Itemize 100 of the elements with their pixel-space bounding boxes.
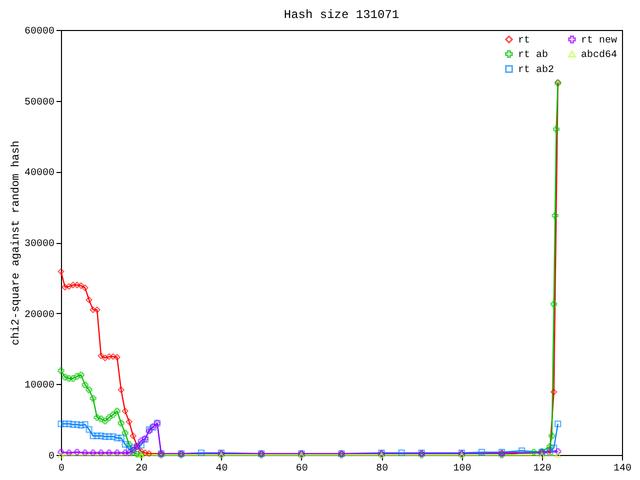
legend-label: rt bbox=[518, 35, 530, 46]
point bbox=[86, 426, 92, 433]
point bbox=[114, 434, 120, 442]
point bbox=[62, 284, 68, 290]
point bbox=[126, 450, 132, 456]
point bbox=[74, 421, 80, 428]
y-tick-label: 50000 bbox=[24, 97, 54, 108]
point bbox=[94, 414, 100, 421]
point bbox=[70, 282, 76, 288]
y-tick-label: 20000 bbox=[24, 310, 54, 321]
point bbox=[102, 433, 108, 440]
point bbox=[82, 450, 88, 456]
point bbox=[138, 448, 144, 455]
point bbox=[550, 300, 558, 308]
point bbox=[552, 212, 558, 219]
point bbox=[58, 452, 64, 458]
point bbox=[126, 446, 132, 453]
point bbox=[94, 432, 100, 440]
point bbox=[82, 284, 88, 292]
point bbox=[58, 367, 64, 374]
point bbox=[553, 126, 560, 132]
point bbox=[118, 386, 124, 394]
point bbox=[74, 282, 80, 288]
point bbox=[126, 441, 132, 448]
point bbox=[530, 448, 538, 456]
point bbox=[546, 443, 554, 450]
point bbox=[106, 450, 112, 456]
point bbox=[548, 432, 556, 440]
point bbox=[146, 450, 152, 457]
x-tick-label: 60 bbox=[296, 464, 308, 474]
point bbox=[70, 421, 76, 428]
point bbox=[554, 452, 562, 458]
point bbox=[66, 450, 72, 456]
legend-label: abcd64 bbox=[581, 49, 618, 61]
point bbox=[78, 372, 84, 378]
point bbox=[82, 421, 88, 428]
point bbox=[90, 450, 96, 456]
point bbox=[98, 450, 104, 456]
x-tick-label: 120 bbox=[533, 464, 552, 474]
legend-label: rt new bbox=[581, 35, 618, 46]
point bbox=[102, 354, 108, 362]
point bbox=[114, 408, 120, 414]
point bbox=[110, 411, 116, 418]
point bbox=[550, 444, 558, 452]
point bbox=[94, 306, 100, 314]
x-tick-label: 80 bbox=[376, 464, 388, 474]
point bbox=[138, 442, 144, 448]
point bbox=[114, 354, 120, 360]
point bbox=[138, 438, 144, 444]
point bbox=[66, 420, 72, 428]
point bbox=[478, 448, 485, 456]
point bbox=[82, 382, 88, 388]
point bbox=[554, 448, 562, 455]
point bbox=[134, 451, 140, 458]
point bbox=[106, 414, 112, 421]
point bbox=[102, 418, 108, 424]
point bbox=[122, 441, 128, 448]
point bbox=[122, 430, 128, 436]
point bbox=[110, 433, 116, 440]
point bbox=[74, 448, 80, 456]
point bbox=[98, 352, 104, 360]
y-tick-label: 60000 bbox=[24, 26, 54, 38]
point bbox=[122, 450, 128, 456]
x-tick-label: 0 bbox=[58, 464, 65, 474]
point bbox=[58, 420, 64, 428]
x-tick-label: 20 bbox=[136, 464, 148, 474]
point bbox=[398, 450, 405, 456]
legend-label: rt ab bbox=[518, 49, 548, 61]
point bbox=[98, 432, 104, 440]
point bbox=[554, 420, 562, 428]
point bbox=[62, 374, 68, 380]
y-tick-label: 40000 bbox=[24, 168, 54, 180]
point bbox=[122, 408, 128, 414]
x-tick-label: 40 bbox=[216, 464, 228, 474]
point bbox=[58, 268, 64, 275]
point bbox=[538, 452, 546, 458]
point bbox=[62, 420, 68, 428]
point bbox=[70, 375, 76, 382]
point bbox=[106, 353, 112, 360]
point bbox=[118, 420, 124, 426]
point bbox=[86, 386, 92, 394]
point bbox=[78, 282, 84, 289]
x-tick-label: 100 bbox=[453, 464, 472, 474]
y-tick-label: 0 bbox=[48, 452, 54, 462]
y-axis-title: chi2-square against random hash bbox=[10, 140, 22, 346]
point bbox=[550, 388, 558, 396]
point bbox=[90, 432, 96, 440]
point bbox=[198, 450, 204, 456]
point bbox=[98, 416, 104, 422]
point bbox=[86, 296, 92, 304]
point bbox=[130, 432, 136, 440]
point bbox=[74, 373, 80, 380]
point bbox=[110, 353, 116, 360]
point bbox=[518, 448, 526, 454]
point bbox=[78, 422, 84, 428]
point bbox=[66, 375, 72, 382]
x-tick-label: 140 bbox=[613, 464, 632, 474]
legend-label: rt ab2 bbox=[518, 64, 554, 76]
y-tick-label: 10000 bbox=[24, 380, 54, 392]
point bbox=[106, 433, 112, 440]
